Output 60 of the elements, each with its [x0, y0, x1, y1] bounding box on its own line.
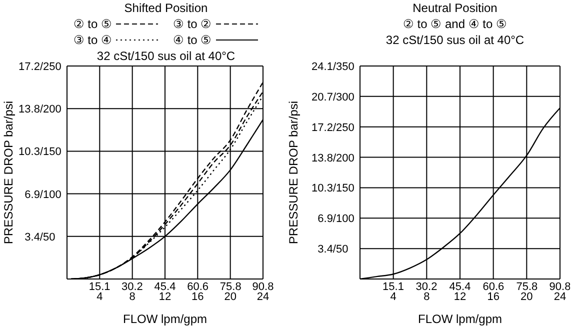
x-tick-label: 4: [96, 291, 103, 303]
x-axis-title: FLOW lpm/gpm: [122, 312, 208, 326]
x-tick-label: 8: [424, 291, 430, 303]
y2-tick-label: 17.2/: [18, 61, 44, 73]
y-tick-label: 100: [336, 213, 354, 226]
x-tick-label: 12: [454, 291, 466, 303]
y2-axis-title: PRESSURE DROP bar/psi: [1, 100, 16, 244]
y2-tick-label: 13.8/: [312, 152, 337, 164]
x-tick-label: 4: [390, 291, 396, 303]
y-tick-label: 200: [43, 104, 62, 116]
x2-tick-label: 30.2: [416, 281, 438, 293]
x2-tick-label: 75.8: [220, 281, 242, 293]
y-tick-label: 350: [336, 61, 354, 73]
chart-subtitle: ② to ⑤ and ④ to ⑤ 32 cSt/150 sus oil at 40°C: [384, 16, 526, 48]
legend-label: ④ to ⑤: [173, 32, 212, 48]
y-tick-label: 300: [336, 91, 354, 104]
y2-tick-label: 3.4/: [318, 244, 337, 256]
y-tick-label: 100: [43, 188, 62, 201]
x2-tick-label: 60.6: [187, 281, 209, 293]
legend-label: ③ to ④: [73, 32, 112, 48]
y-tick-label: 150: [43, 146, 62, 158]
y2-tick-label: 3.4/: [24, 231, 44, 244]
y-tick-label: 200: [336, 152, 354, 164]
y-tick-label: 250: [43, 61, 62, 73]
chart-title: Neutral Position: [412, 0, 498, 16]
x2-tick-label: 45.4: [154, 281, 176, 293]
y2-tick-label: 6.9/: [24, 188, 44, 201]
x2-tick-label: 45.4: [449, 281, 471, 293]
x-tick-label: 16: [487, 291, 500, 303]
x-tick-label: 16: [192, 291, 204, 303]
x-tick-label: 8: [129, 291, 136, 303]
y-tick-label: 50: [336, 244, 348, 256]
x-tick-label: 20: [224, 291, 236, 303]
x-tick-label: 12: [158, 291, 172, 303]
legend-label: ③ to ②: [173, 16, 212, 32]
x-axis-title: FLOW lpm/gpm: [418, 312, 502, 326]
chart-title: Shifted Position: [123, 0, 209, 16]
y2-tick-label: 10.3/: [312, 182, 337, 195]
y-tick-label: 250: [336, 122, 354, 134]
x2-tick-label: 60.6: [482, 281, 504, 293]
chart-subtitle: 32 cSt/150 sus oil at 40°C: [96, 48, 236, 64]
y2-tick-label: 24.1/: [312, 61, 337, 73]
x2-tick-label: 90.8: [252, 281, 274, 293]
x2-tick-label: 30.2: [121, 281, 143, 293]
x-tick-label: 24: [554, 291, 566, 303]
y2-tick-label: 17.2/: [312, 122, 337, 134]
y2-tick-label: 13.8/: [18, 104, 44, 116]
x2-tick-label: 75.8: [516, 281, 538, 293]
y-tick-label: 150: [336, 182, 354, 195]
x2-tick-label: 90.8: [549, 281, 571, 293]
x2-tick-label: 15.1: [382, 281, 404, 293]
y-tick-label: 50: [43, 231, 56, 244]
y2-axis-title: PRESSURE DROP bar/psi: [286, 100, 300, 244]
x2-tick-label: 15.1: [88, 281, 110, 293]
legend-label: ② to ⑤: [73, 16, 112, 32]
x-tick-label: 24: [256, 291, 270, 303]
y2-tick-label: 20.7/: [312, 91, 337, 104]
y2-tick-label: 10.3/: [18, 146, 44, 158]
y2-tick-label: 6.9/: [318, 213, 337, 226]
x-tick-label: 20: [520, 291, 533, 303]
